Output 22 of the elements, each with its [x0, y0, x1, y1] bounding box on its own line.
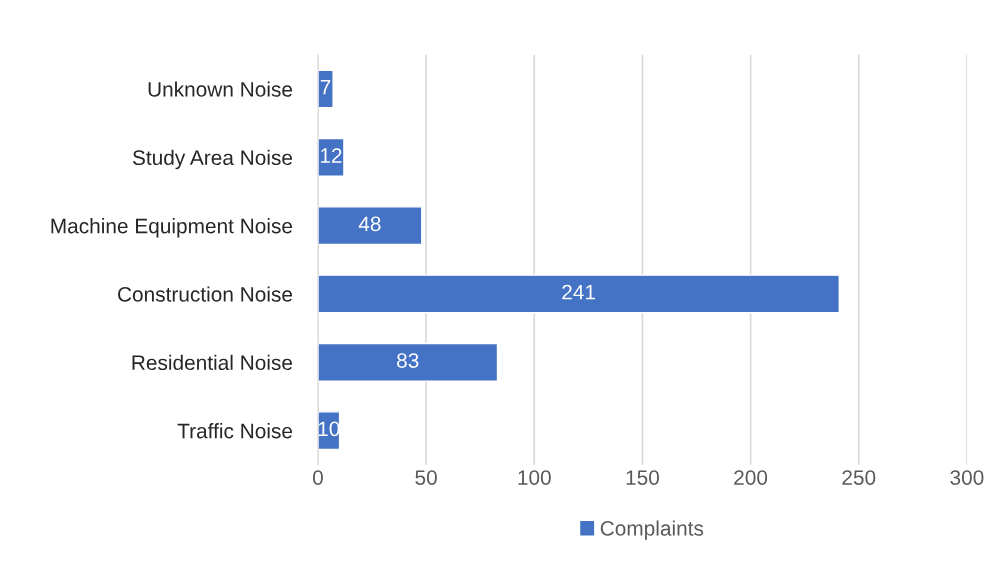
data-label: 12	[320, 148, 342, 163]
data-label: 48	[358, 216, 381, 232]
x-tick-label: 50	[415, 470, 437, 485]
y-tick-label: Traffic Noise	[177, 423, 293, 439]
x-tick-label: 300	[950, 470, 984, 485]
bar	[317, 206, 423, 246]
x-tick-label: 0	[312, 470, 323, 485]
x-tick-label: 200	[734, 470, 768, 485]
y-tick-label: Unknown Noise	[148, 81, 293, 97]
bar	[317, 274, 840, 314]
y-tick-label: Residential Noise	[132, 354, 293, 371]
y-tick-label: Construction Noise	[118, 286, 293, 302]
x-tick-label: 150	[626, 470, 659, 485]
y-tick-label: Study Area Noise	[132, 149, 293, 170]
data-label: 241	[562, 284, 595, 300]
legend-label: Complaints	[600, 520, 704, 540]
bar	[317, 342, 499, 382]
x-tick-label: 100	[518, 470, 551, 485]
x-tick-label: 250	[842, 470, 876, 485]
data-label: 7	[320, 80, 331, 95]
data-label: 83	[397, 353, 419, 368]
y-tick-label: Machine Equipment Noise	[51, 218, 293, 238]
